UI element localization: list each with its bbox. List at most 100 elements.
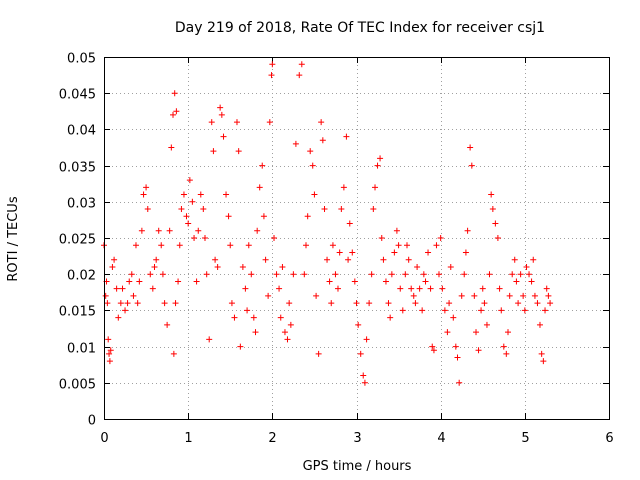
data-point [446, 300, 453, 307]
data-point [311, 191, 318, 198]
axis-ticks: 0 0.005 0.01 0.015 0.02 0.025 0.03 0.035 0.04 0.0… [59, 52, 614, 447]
data-point [301, 271, 308, 278]
data-point [170, 111, 177, 118]
data-point [408, 285, 415, 292]
data-point [147, 271, 154, 278]
data-point [374, 162, 381, 169]
data-point [106, 358, 113, 365]
data-point [271, 235, 278, 241]
data-point [543, 285, 550, 292]
data-point [412, 300, 419, 307]
data-point [489, 206, 496, 213]
data-point [382, 278, 389, 285]
data-point [296, 72, 303, 79]
data-point [262, 256, 269, 263]
data-point [454, 354, 461, 361]
data-point [435, 271, 442, 278]
data-point [526, 271, 533, 278]
data-point [115, 314, 122, 321]
data-point [368, 271, 375, 278]
data-point [471, 292, 478, 299]
data-point [391, 249, 398, 256]
data-point [318, 119, 325, 126]
data-point [195, 227, 202, 234]
data-point [420, 271, 427, 278]
data-point [175, 278, 182, 285]
data-point [313, 292, 320, 299]
data-point [210, 148, 217, 155]
data-point [511, 256, 518, 263]
data-point [520, 292, 527, 299]
data-point [399, 307, 406, 314]
data-point [422, 278, 429, 285]
data-point [292, 140, 299, 147]
data-point [172, 300, 179, 307]
x-tick-label: 6 [605, 431, 613, 446]
data-point [102, 292, 109, 299]
data-point [242, 285, 249, 292]
data-point [351, 278, 358, 285]
data-point [439, 285, 446, 292]
data-point [506, 292, 513, 299]
data-point [225, 213, 232, 220]
data-point [467, 144, 474, 151]
data-point [498, 307, 505, 314]
data-point [393, 227, 400, 234]
data-point [237, 343, 244, 350]
data-point [173, 108, 180, 115]
data-point [427, 285, 434, 292]
data-point [128, 271, 135, 278]
data-point [138, 227, 145, 234]
data-point [250, 314, 257, 321]
data-point [377, 155, 384, 162]
data-point [355, 321, 362, 328]
data-point [231, 314, 238, 321]
data-point [252, 329, 259, 336]
data-point [363, 336, 370, 343]
data-point [140, 191, 147, 198]
grid-lines [104, 57, 609, 419]
data-point [117, 300, 124, 307]
data-point [385, 300, 392, 307]
data-point [104, 300, 111, 307]
data-point [307, 148, 314, 155]
data-point [437, 235, 444, 241]
data-point [273, 271, 280, 278]
data-point [309, 162, 316, 169]
data-point [528, 278, 535, 285]
data-point [106, 350, 113, 357]
data-point [153, 256, 160, 263]
data-point [277, 314, 284, 321]
y-tick-label: 0.025 [59, 233, 96, 248]
data-point [405, 256, 412, 263]
data-point [509, 271, 516, 278]
data-point [227, 242, 234, 249]
data-point [315, 350, 322, 357]
data-point [329, 242, 336, 249]
data-point [419, 307, 426, 314]
data-point [276, 285, 283, 292]
data-point [450, 314, 457, 321]
data-point [303, 242, 309, 249]
data-point [126, 278, 133, 285]
data-point [425, 249, 432, 256]
data-points [101, 61, 554, 386]
data-point [202, 235, 208, 241]
data-point [334, 285, 341, 292]
data-point [113, 285, 120, 292]
data-point [186, 177, 193, 184]
data-point [206, 336, 213, 343]
data-point [233, 119, 240, 126]
data-point [452, 343, 459, 350]
data-point [486, 271, 493, 278]
data-point [217, 104, 224, 111]
data-point [298, 61, 305, 68]
data-point [416, 285, 423, 292]
data-point [119, 285, 126, 292]
data-point [531, 292, 538, 299]
data-point [402, 271, 409, 278]
data-point [372, 184, 379, 191]
data-point [414, 263, 421, 270]
data-point [180, 191, 187, 198]
data-point [171, 90, 178, 97]
